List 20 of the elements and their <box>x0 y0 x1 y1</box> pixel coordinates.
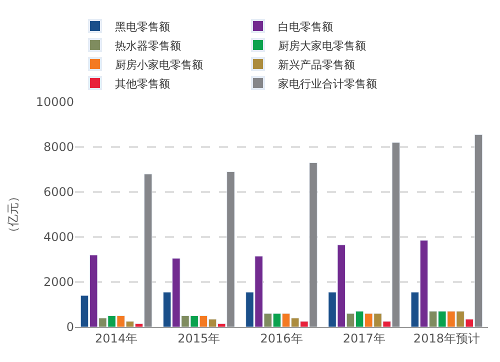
x-tick-label: 2016年 <box>260 331 303 346</box>
x-tick-label: 2017年 <box>342 331 386 346</box>
legend-label: 热水器零售额 <box>115 39 181 52</box>
legend-label: 新兴产品零售额 <box>278 58 355 72</box>
legend-label: 白电零售额 <box>278 20 333 34</box>
legend-label: 厨房大家电零售额 <box>278 39 366 52</box>
x-tick-label: 2014年 <box>95 331 138 346</box>
legend-label: 家电行业合计零售额 <box>278 77 377 90</box>
y-tick-label: 10000 <box>36 95 74 110</box>
x-tick-label: 2015年 <box>178 331 220 346</box>
y-tick-label: 2000 <box>43 275 74 290</box>
legend-label: 厨房小家电零售额 <box>115 58 203 72</box>
y-tick-label: 0 <box>66 320 74 334</box>
y-tick-label: 6000 <box>43 185 74 200</box>
y-tick-label: 8000 <box>43 140 74 154</box>
legend-label: 其他零售额 <box>115 77 170 90</box>
y-tick-label: 4000 <box>43 230 74 244</box>
legend-label: 黑电零售额 <box>115 20 170 34</box>
x-tick-label: 2018年预计 <box>413 331 480 346</box>
y-axis-title: （亿元） <box>6 190 20 238</box>
